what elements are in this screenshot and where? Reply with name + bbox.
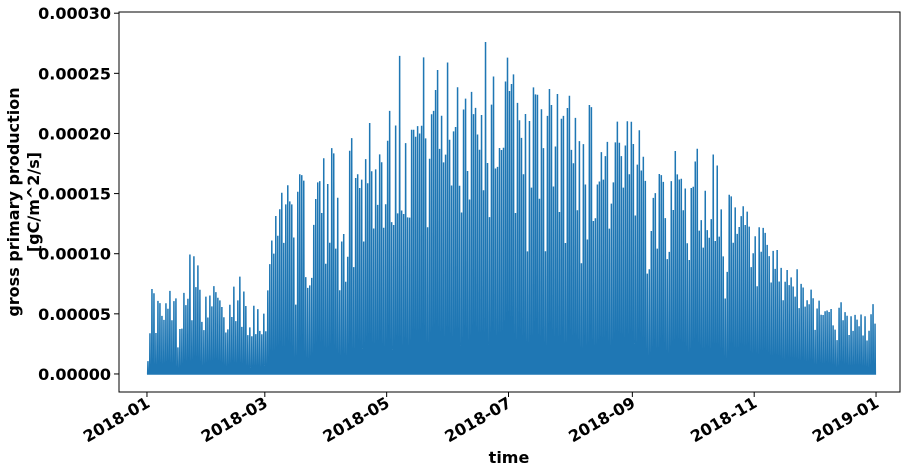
y-tick-label: 0.00005 [38,305,111,324]
y-axis: 0.00000 0.00005 0.00010 0.00015 0.00020 0.000… [38,4,119,384]
series-gpp [146,42,877,375]
y-tick-label: 0.00015 [38,185,111,204]
x-axis-label: time [489,448,530,467]
y-tick-label: 0.00025 [38,64,111,83]
plot-area [118,11,901,393]
y-axis-label-line-1: gross primary production [4,87,23,316]
plot-frame [118,11,901,393]
y-axis-label-line-2: [gC/m^2/s] [24,152,43,252]
y-tick-label: 0.00020 [38,124,111,143]
series-gpp-line [146,42,877,375]
y-tick-label: 0.00010 [38,245,111,264]
y-tick-label: 0.00000 [38,365,111,384]
y-tick-label: 0.00030 [38,4,111,23]
